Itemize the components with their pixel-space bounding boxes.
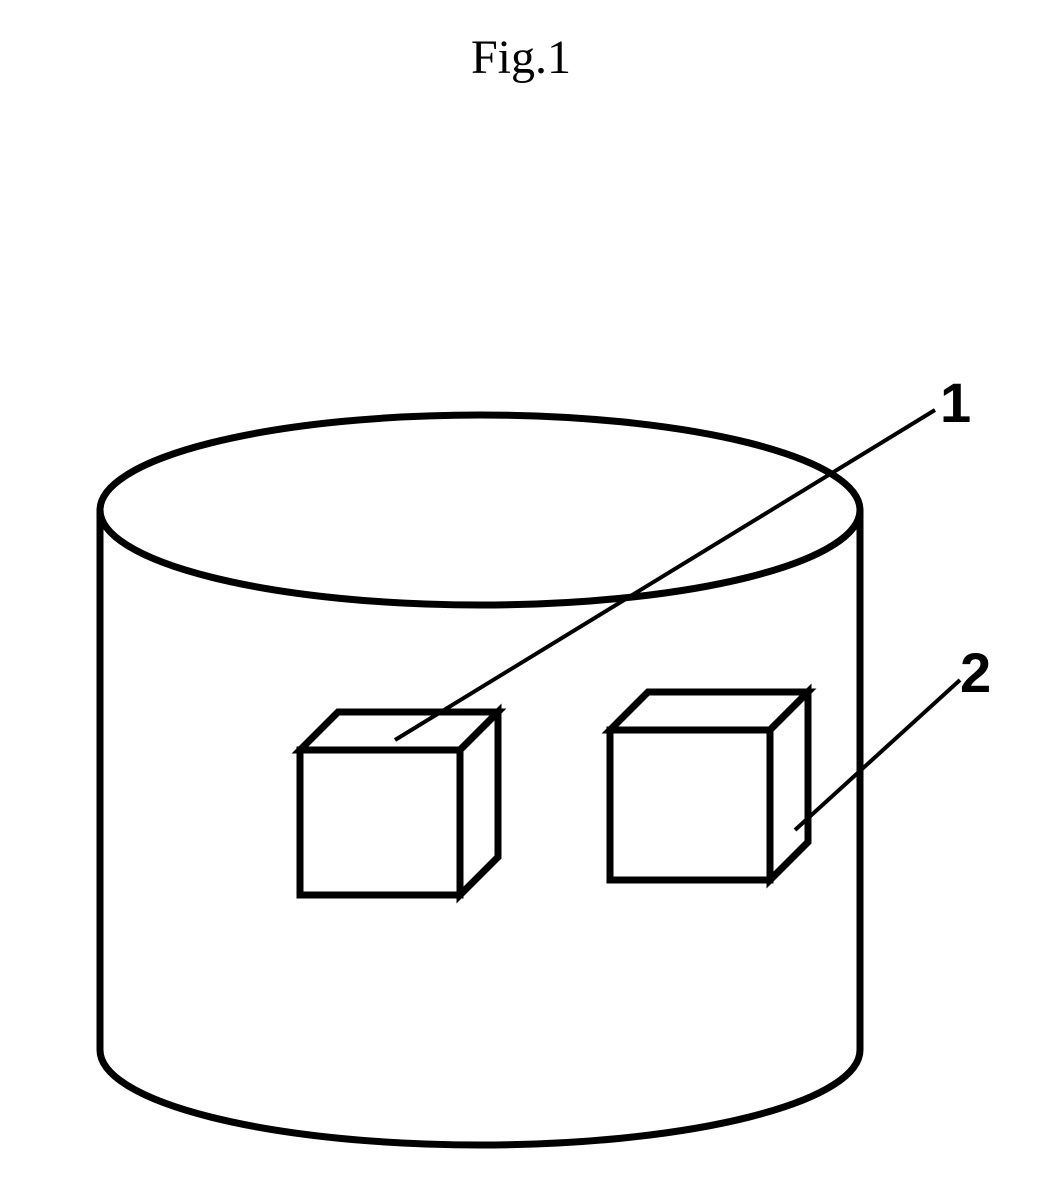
callout-line-2 <box>795 680 960 830</box>
callout-label-1: 1 <box>940 370 971 435</box>
cube-2-front <box>610 730 770 880</box>
diagram-svg <box>0 0 1042 1178</box>
cylinder-bottom-arc <box>100 1050 860 1145</box>
callout-label-2: 2 <box>960 640 991 705</box>
cube-1-side <box>460 712 498 895</box>
cube-2 <box>610 692 808 880</box>
cube-1-front <box>300 750 460 895</box>
cylinder-top-ellipse <box>100 415 860 605</box>
cube-2-side <box>770 692 808 880</box>
